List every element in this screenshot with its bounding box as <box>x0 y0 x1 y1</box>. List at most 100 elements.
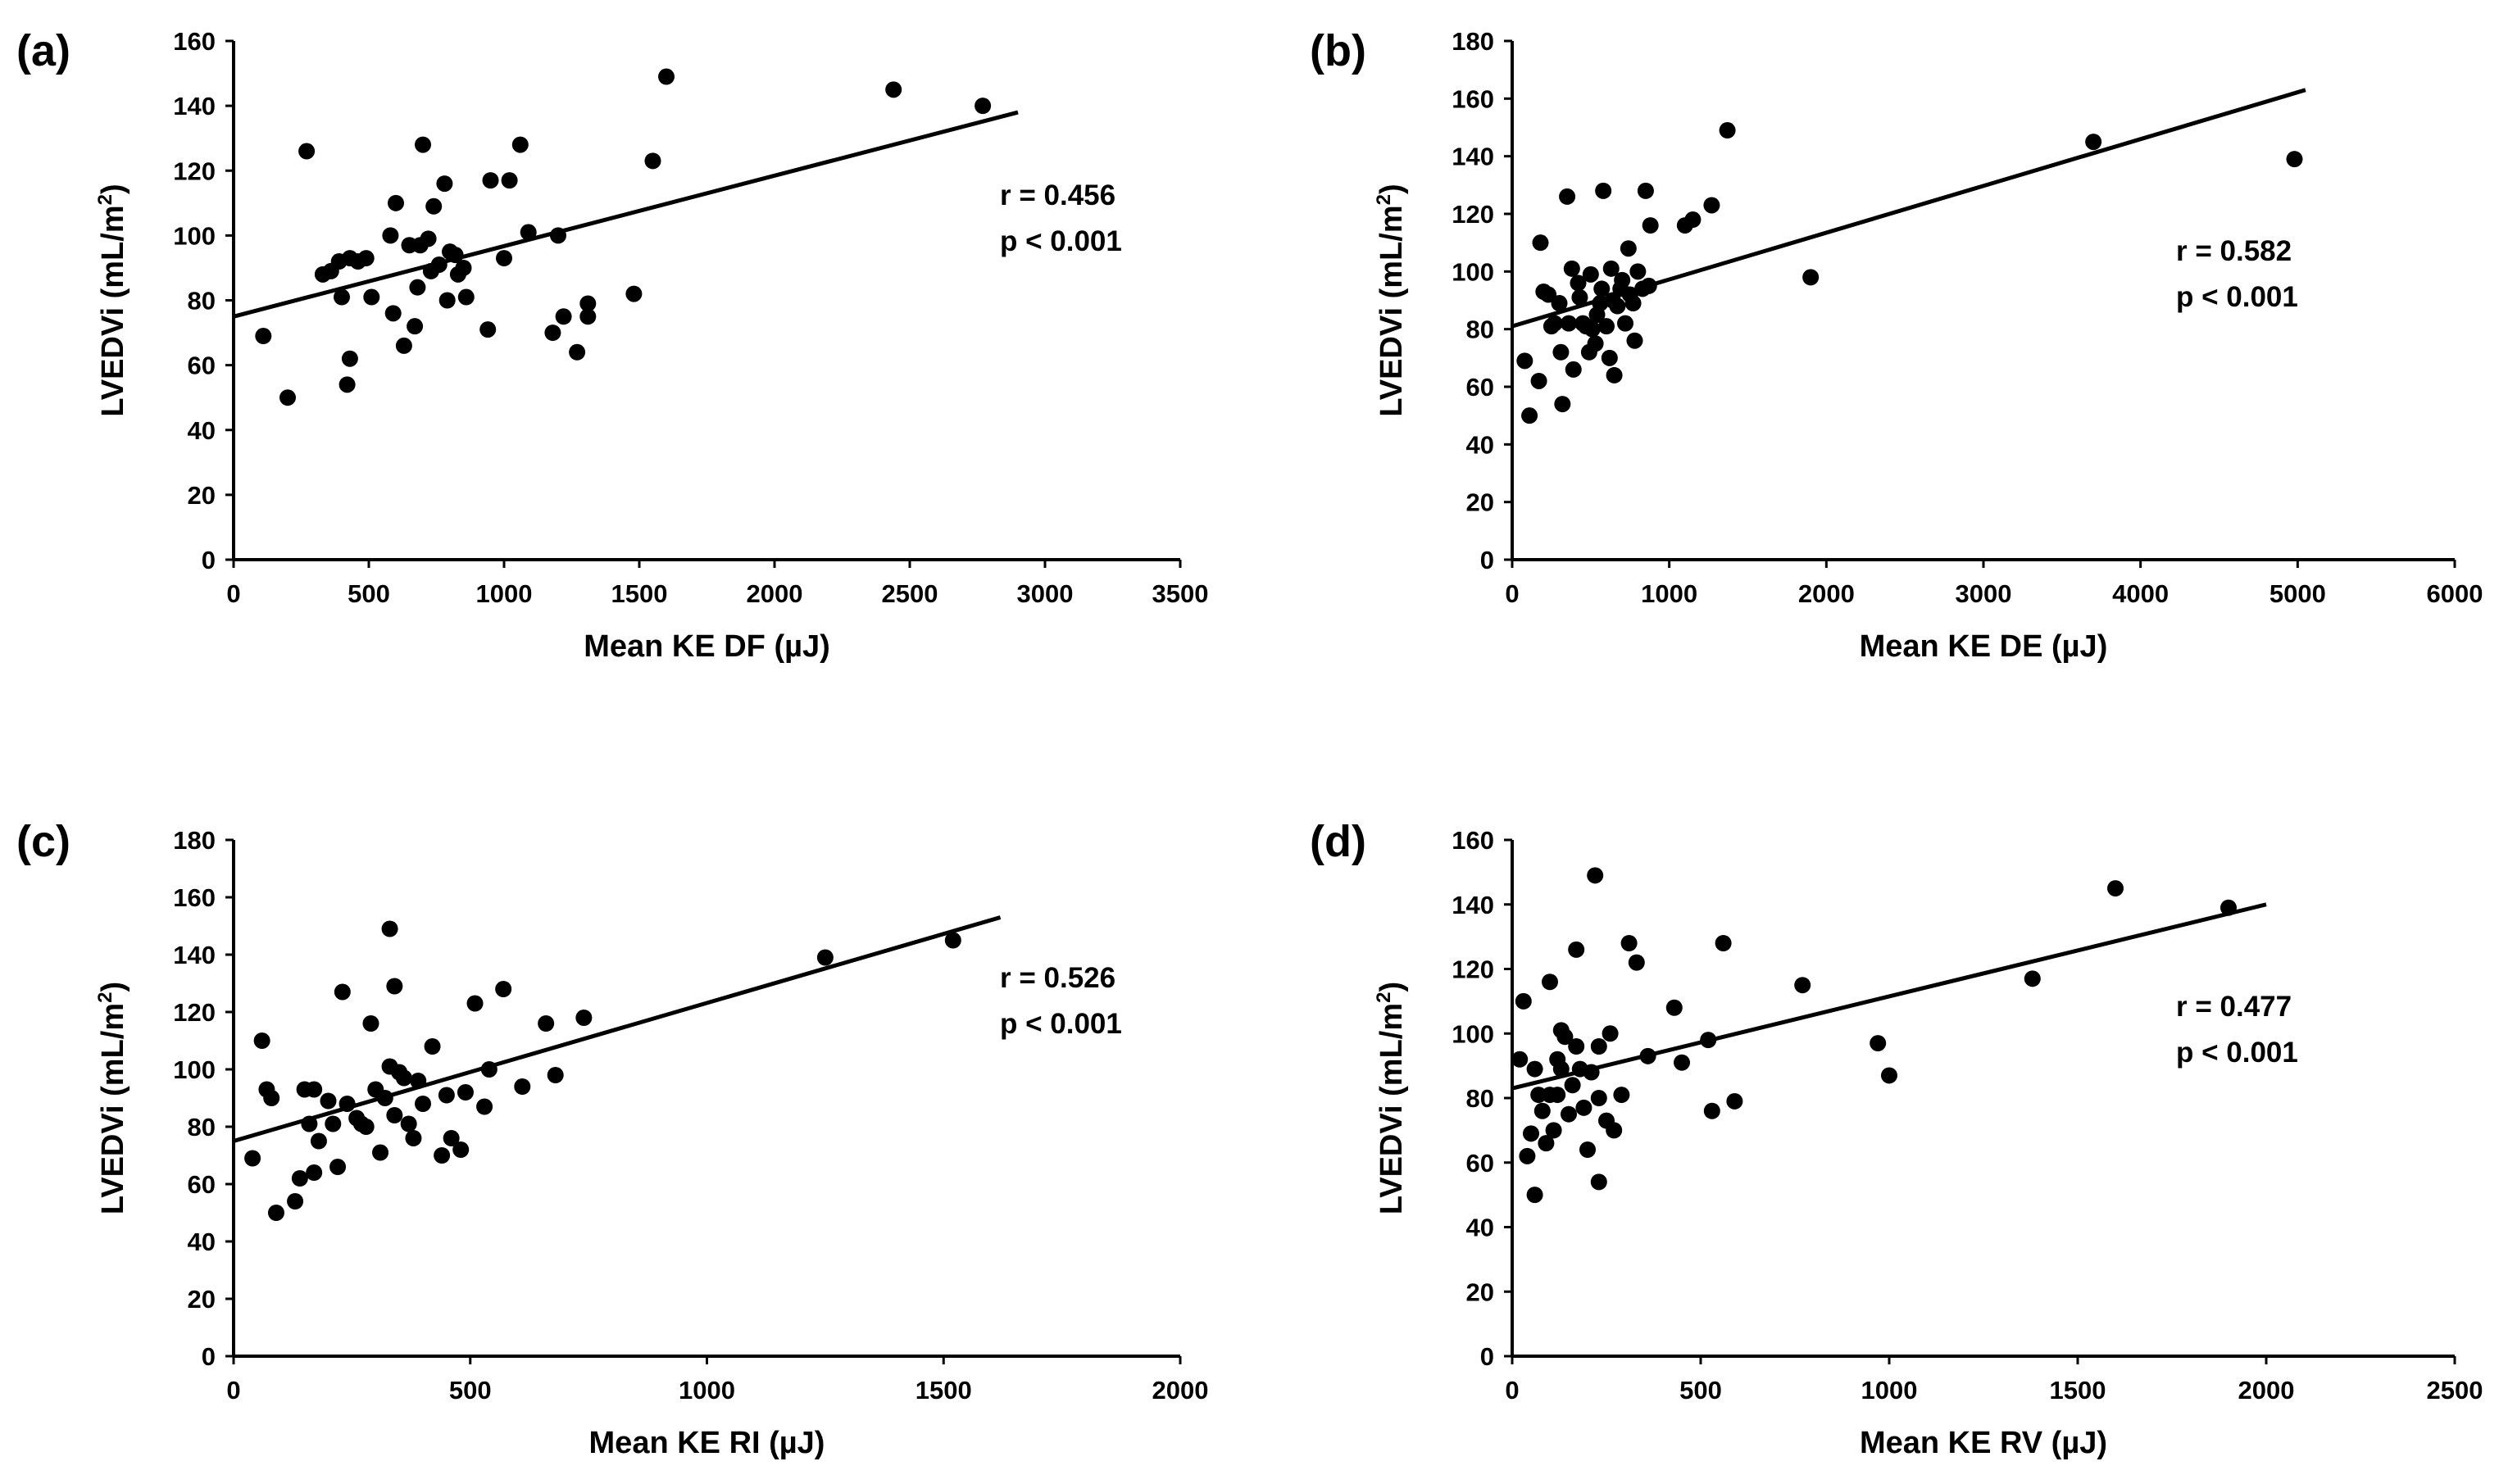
y-tick-label: 140 <box>1452 143 1494 171</box>
data-point <box>1626 332 1643 349</box>
data-point <box>267 1205 284 1221</box>
data-point <box>544 324 561 342</box>
data-point <box>1540 286 1557 303</box>
data-point <box>816 949 834 966</box>
x-axis-label: Mean KE DF (µJ) <box>584 629 830 664</box>
data-point <box>438 1087 455 1104</box>
y-tick-label: 160 <box>1452 826 1494 855</box>
data-point <box>1881 1067 1897 1084</box>
x-tick-label: 3000 <box>1017 579 1074 608</box>
p-value-label: p < 0.001 <box>2176 281 2298 313</box>
data-point <box>363 288 380 306</box>
data-point <box>1726 1092 1743 1110</box>
y-tick-label: 0 <box>1480 546 1494 574</box>
data-point <box>1613 1087 1630 1104</box>
data-point <box>495 981 512 997</box>
x-tick-label: 1000 <box>679 1376 735 1405</box>
data-point <box>579 295 597 312</box>
data-point <box>1530 372 1547 389</box>
data-point <box>975 98 992 115</box>
data-point <box>1551 295 1568 312</box>
data-point <box>452 1141 470 1158</box>
data-point <box>1703 197 1720 214</box>
data-point <box>1602 1025 1619 1042</box>
data-point <box>253 1032 270 1049</box>
y-axis-label: LVEDVi (mL/m2) <box>1373 982 1409 1214</box>
data-point <box>357 1119 375 1135</box>
data-point <box>386 1107 403 1123</box>
data-point <box>325 1115 342 1132</box>
data-point <box>291 1170 308 1187</box>
data-point <box>255 328 272 345</box>
data-point <box>1590 1173 1607 1191</box>
data-point <box>1521 407 1538 424</box>
x-tick-label: 3000 <box>1956 579 2012 608</box>
data-point <box>1590 1090 1607 1106</box>
data-point <box>263 1090 280 1106</box>
y-tick-label: 100 <box>1452 1019 1494 1048</box>
data-point <box>301 1115 318 1132</box>
data-point <box>1549 1087 1566 1104</box>
data-point <box>395 337 412 354</box>
y-tick-label: 40 <box>1466 1214 1494 1242</box>
y-tick-label: 140 <box>1452 891 1494 919</box>
data-point <box>405 1130 422 1146</box>
y-tick-label: 80 <box>1466 1084 1494 1113</box>
x-tick-label: 0 <box>226 1376 240 1405</box>
data-point <box>1598 318 1615 335</box>
data-point <box>1530 1087 1547 1104</box>
y-tick-label: 20 <box>188 1285 216 1314</box>
panel-label: (d) <box>1310 817 1366 866</box>
correlation-r-label: r = 0.526 <box>1000 962 1115 994</box>
y-axis-label: LVEDVi (mL/m2) <box>94 184 130 416</box>
trendline <box>233 110 1019 319</box>
data-point <box>658 68 675 85</box>
data-point <box>538 1015 555 1032</box>
y-tick-label: 180 <box>173 826 216 855</box>
correlation-r-label: r = 0.582 <box>2176 235 2292 267</box>
y-tick-label: 60 <box>1466 1149 1494 1178</box>
y-tick-label: 60 <box>188 1170 216 1199</box>
data-point <box>511 136 529 153</box>
y-tick-label: 100 <box>173 221 216 250</box>
panel-label: (a) <box>16 26 70 75</box>
data-point <box>1568 1038 1585 1055</box>
x-tick-label: 1000 <box>1641 579 1697 608</box>
data-point <box>1579 1141 1596 1158</box>
data-point <box>329 1159 347 1175</box>
data-point <box>1570 275 1587 292</box>
data-point <box>1582 265 1599 283</box>
x-tick-label: 1000 <box>476 579 533 608</box>
chart-panel-d: (d) 0 20 40 60 80 100 120 140 160 0 500 1000 1500 2000… <box>1310 817 2483 1460</box>
data-point <box>1620 240 1637 257</box>
data-point <box>944 932 961 949</box>
p-value-label: p < 0.001 <box>1000 225 1122 257</box>
data-point <box>1515 992 1532 1010</box>
data-point <box>1565 361 1582 378</box>
data-point <box>1642 217 1659 234</box>
data-point <box>501 172 518 189</box>
data-point <box>1552 1060 1570 1078</box>
y-tick-label: 120 <box>173 157 216 185</box>
data-point <box>279 389 296 406</box>
data-point <box>455 259 472 276</box>
data-point <box>415 136 431 153</box>
x-axis-label: Mean KE RV (µJ) <box>1860 1426 2107 1460</box>
x-tick-label: 500 <box>348 579 390 608</box>
data-point <box>1637 182 1654 199</box>
panel-label: (b) <box>1310 26 1366 75</box>
data-point <box>287 1193 304 1209</box>
data-point <box>1542 973 1558 991</box>
y-tick-label: 40 <box>188 1228 216 1256</box>
chart-panel-a: (a) 0 20 40 60 80 100 120 140 160 0 500 1000 1500 2000… <box>16 26 1208 664</box>
data-point <box>362 1015 379 1032</box>
data-point <box>2286 151 2303 168</box>
data-point <box>1629 263 1647 280</box>
data-point <box>1684 211 1702 229</box>
y-tick-label: 20 <box>188 481 216 510</box>
data-point <box>244 1150 261 1167</box>
data-point <box>436 175 453 193</box>
data-point <box>415 1096 431 1112</box>
trendline <box>1511 902 2267 1091</box>
x-tick-label: 2000 <box>2238 1376 2295 1405</box>
